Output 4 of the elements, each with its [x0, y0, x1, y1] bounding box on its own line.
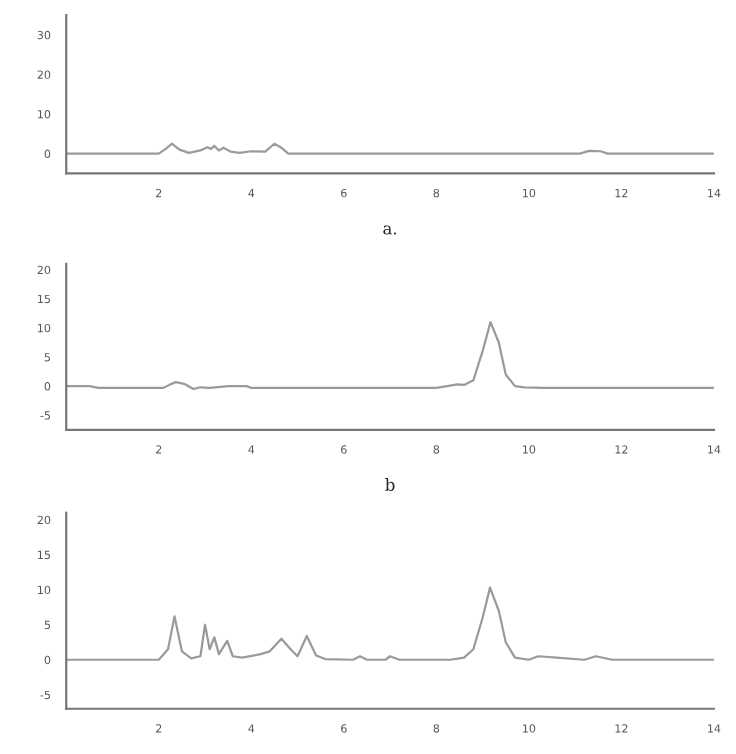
x-axis-title: b [385, 478, 395, 491]
line-series [66, 586, 714, 661]
line-series [66, 320, 714, 391]
x-axis-title: a. [383, 225, 397, 235]
